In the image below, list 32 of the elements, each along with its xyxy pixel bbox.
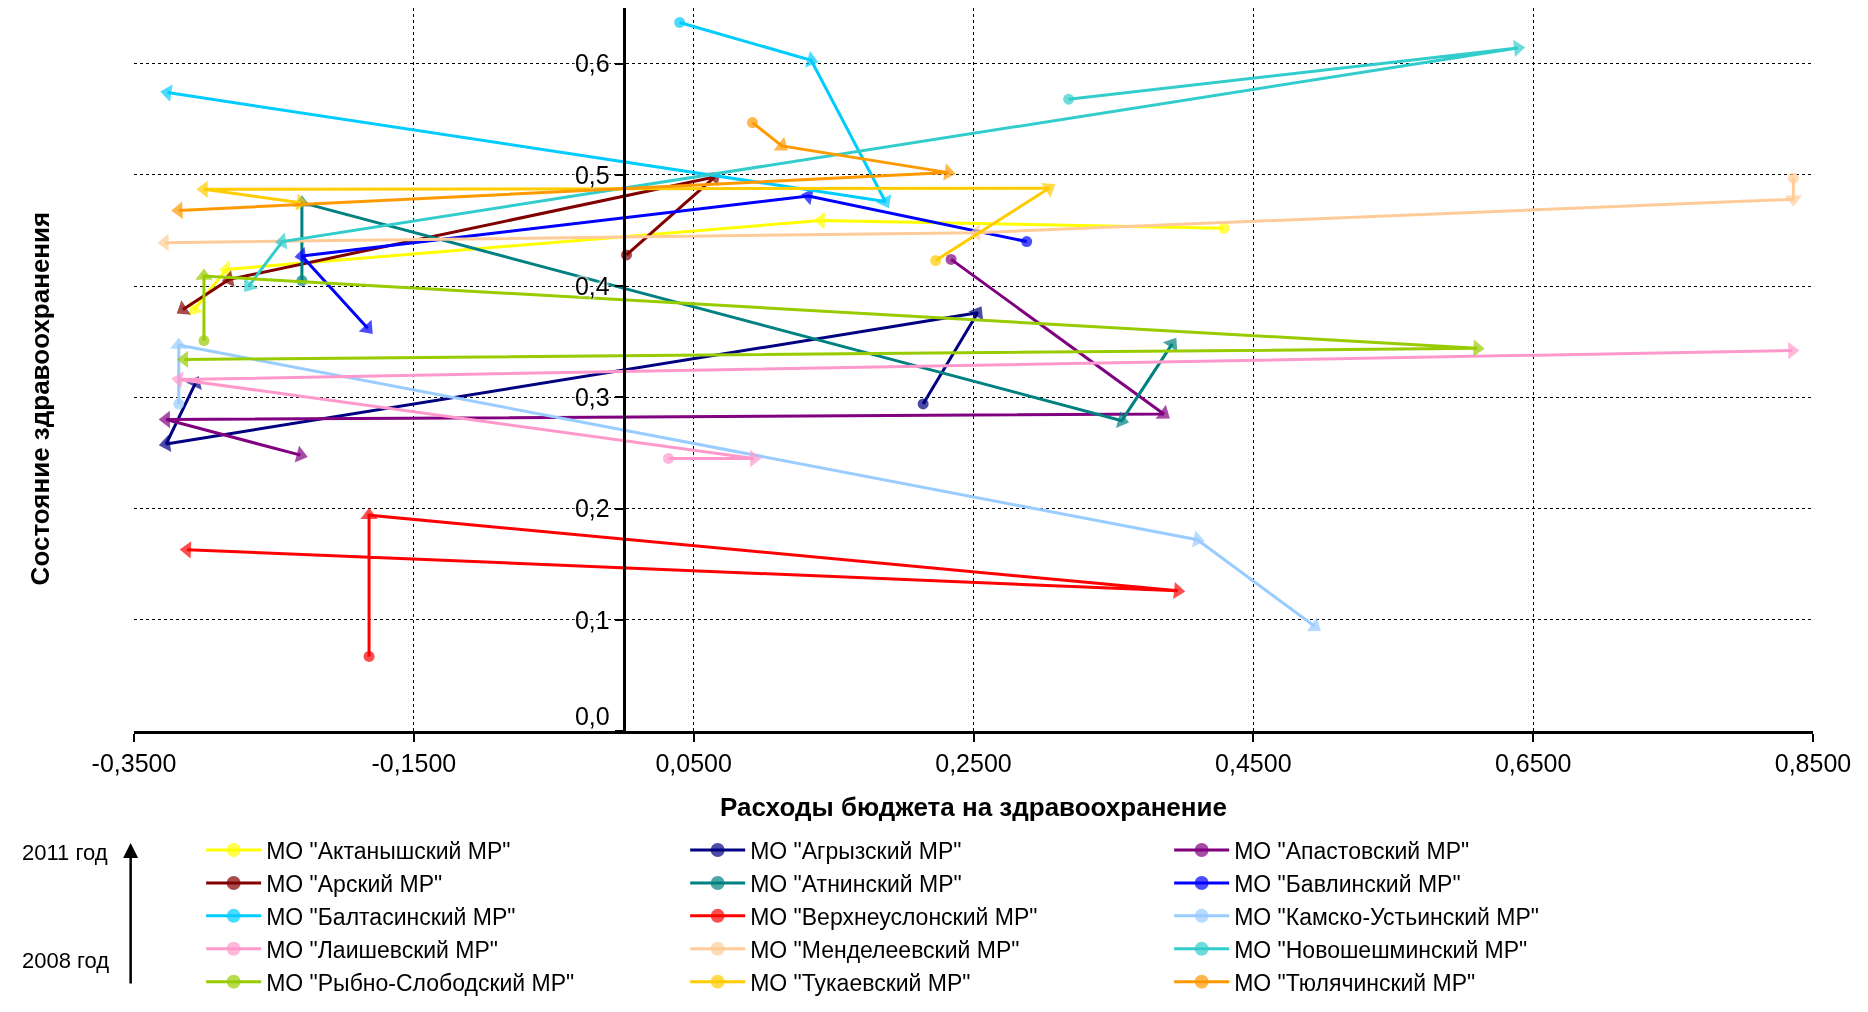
y-tick-label: 0,2 xyxy=(574,494,610,523)
y-tick-label: 0,5 xyxy=(574,160,610,189)
legend-label: МО "Новошешминский МР" xyxy=(1234,936,1528,963)
y-axis-title: Состояние здравоохранения xyxy=(24,211,55,586)
legend-label: МО "Арский МР" xyxy=(266,870,443,897)
legend-label: МО "Балтасинский МР" xyxy=(266,903,516,930)
legend-label: МО "Бавлинский МР" xyxy=(1234,870,1461,897)
text: 2011 год xyxy=(22,840,108,865)
legend-label: МО "Атнинский МР" xyxy=(750,870,962,897)
legend-label: МО "Верхнеуслонский МР" xyxy=(750,903,1038,930)
x-tick-label: 0,8500 xyxy=(1774,749,1852,777)
legend-label: МО "Апастовский МР" xyxy=(1234,838,1470,865)
legend-label: МО "Тукаевский МР" xyxy=(750,969,971,996)
text: 2008 год xyxy=(22,948,110,973)
legend-label: МО "Тюлячинский МР" xyxy=(1234,969,1476,996)
x-tick-label: -0,1500 xyxy=(371,749,457,777)
legend-label: МО "Рыбно-Слободский МР" xyxy=(266,969,575,996)
x-tick-label: 0,2500 xyxy=(935,749,1012,777)
x-tick-label: -0,3500 xyxy=(91,749,177,777)
legend-label: МО "Лаишевский МР" xyxy=(266,936,499,963)
x-tick-label: 0,4500 xyxy=(1215,749,1292,777)
x-axis-title: Расходы бюджета на здравоохранение xyxy=(720,791,1227,822)
legend-label: МО "Камско-Устьинский МР" xyxy=(1234,903,1539,930)
y-tick-label: 0,1 xyxy=(574,605,610,634)
y-tick-label: 0,6 xyxy=(574,49,610,78)
x-tick-label: 0,6500 xyxy=(1494,749,1572,777)
y-tick-label: 0,0 xyxy=(574,701,610,730)
legend-label: МО "Актанышский МР" xyxy=(266,838,511,865)
x-tick-label: 0,0500 xyxy=(655,749,732,777)
y-tick-label: 0,3 xyxy=(574,383,610,412)
legend-label: МО "Агрызский МР" xyxy=(750,838,962,865)
legend-label: МО "Менделеевский МР" xyxy=(750,936,1020,963)
